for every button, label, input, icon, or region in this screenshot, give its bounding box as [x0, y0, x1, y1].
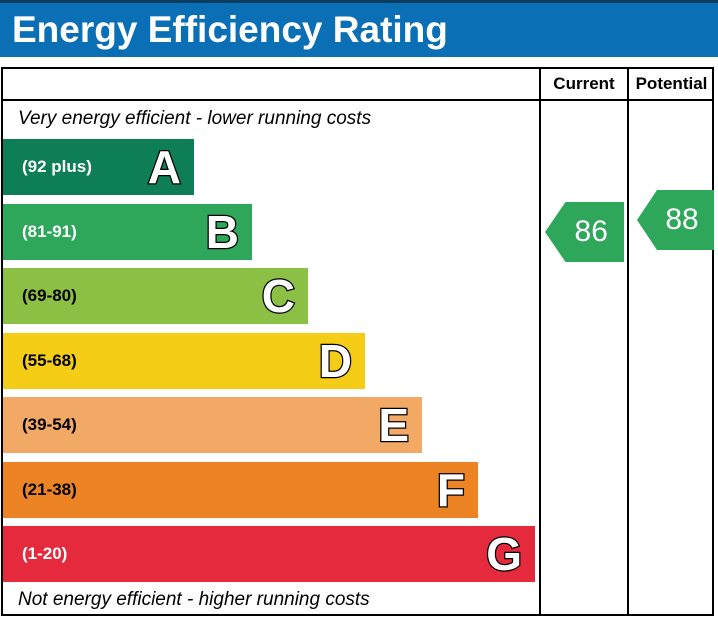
potential-column-header: Potential [635, 74, 708, 93]
band-letter: F [436, 464, 467, 516]
band-range-label: (1-20) [22, 544, 68, 563]
band-row-g: (1-20) G [3, 526, 535, 582]
column-divider-potential [627, 67, 629, 616]
rating-table-frame [1, 67, 714, 616]
band-range-label: (69-80) [22, 286, 77, 305]
band-range-label: (55-68) [22, 351, 77, 370]
page-title: Energy Efficiency Rating [12, 9, 448, 50]
current-rating-marker: 86 [545, 202, 624, 262]
current-rating-value: 86 [574, 215, 608, 248]
band-row-c: (69-80) C [3, 268, 308, 324]
column-divider-current [539, 67, 541, 616]
header-divider-line [1, 99, 714, 101]
band-range-label: (92 plus) [22, 157, 92, 176]
band-letter: D [318, 335, 354, 387]
band-range-label: (81-91) [22, 222, 77, 241]
current-column-header: Current [553, 74, 615, 93]
bottom-note: Not energy efficient - higher running co… [18, 589, 370, 610]
potential-rating-value: 88 [665, 203, 699, 236]
band-range-label: (21-38) [22, 480, 77, 499]
band-letter: G [485, 528, 523, 580]
title-bar: Energy Efficiency Rating [0, 0, 718, 57]
band-row-e: (39-54) E [3, 397, 422, 453]
band-range-label: (39-54) [22, 415, 77, 434]
band-row-d: (55-68) D [3, 333, 365, 389]
band-row-a: (92 plus) A [3, 139, 194, 195]
band-letter: B [205, 206, 241, 258]
band-letter: A [147, 141, 183, 193]
top-note: Very energy efficient - lower running co… [18, 108, 372, 129]
band-letter: E [377, 399, 410, 451]
band-row-b: (81-91) B [3, 204, 252, 260]
band-row-f: (21-38) F [3, 462, 478, 518]
band-letter: C [261, 270, 297, 322]
